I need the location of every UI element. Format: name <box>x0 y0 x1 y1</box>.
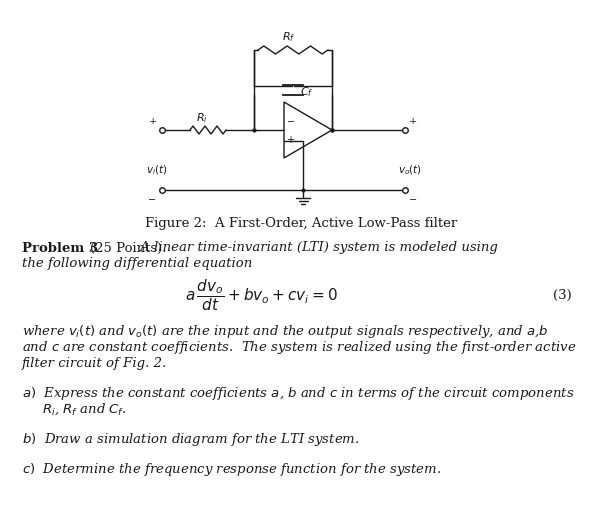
Text: $R_i$: $R_i$ <box>196 111 208 125</box>
Text: $v_o(t)$: $v_o(t)$ <box>398 163 422 177</box>
Text: $c)$  Determine the frequency response function for the system.: $c)$ Determine the frequency response fu… <box>22 460 441 478</box>
Text: where $v_i(t)$ and $v_o(t)$ are the input and the output signals respectively, a: where $v_i(t)$ and $v_o(t)$ are the inpu… <box>22 322 549 340</box>
Text: $v_i(t)$: $v_i(t)$ <box>146 163 168 177</box>
Text: A linear time-invariant (LTI) system is modeled using: A linear time-invariant (LTI) system is … <box>136 242 498 255</box>
Text: $b)$  Draw a simulation diagram for the LTI system.: $b)$ Draw a simulation diagram for the L… <box>22 430 359 447</box>
Text: $a)$  Express the constant coefficients $a$, $b$ and $c$ in terms of the circuit: $a)$ Express the constant coefficients $… <box>22 384 575 402</box>
Text: (3): (3) <box>552 289 572 301</box>
Text: Problem 3: Problem 3 <box>22 242 98 255</box>
Text: Figure 2:  A First-Order, Active Low-Pass filter: Figure 2: A First-Order, Active Low-Pass… <box>145 216 457 229</box>
Text: filter circuit of Fig. 2.: filter circuit of Fig. 2. <box>22 356 167 370</box>
Text: and $c$ are constant coefficients.  The system is realized using the first-order: and $c$ are constant coefficients. The s… <box>22 339 576 355</box>
Text: +: + <box>149 118 157 127</box>
Text: the following differential equation: the following differential equation <box>22 257 252 269</box>
Text: $-$: $-$ <box>408 194 417 203</box>
Text: $-$: $-$ <box>286 116 295 125</box>
Text: (25 Points).: (25 Points). <box>90 242 166 255</box>
Text: +: + <box>409 118 417 127</box>
Text: $R_i$, $R_f$ and $C_f$.: $R_i$, $R_f$ and $C_f$. <box>42 401 127 417</box>
Text: $-$: $-$ <box>148 194 157 203</box>
Text: $R_f$: $R_f$ <box>282 30 295 44</box>
Text: $a\,\dfrac{dv_o}{dt} + bv_o + cv_i = 0$: $a\,\dfrac{dv_o}{dt} + bv_o + cv_i = 0$ <box>185 277 338 313</box>
Text: $+$: $+$ <box>286 134 295 145</box>
Text: $C_f$: $C_f$ <box>300 85 314 99</box>
